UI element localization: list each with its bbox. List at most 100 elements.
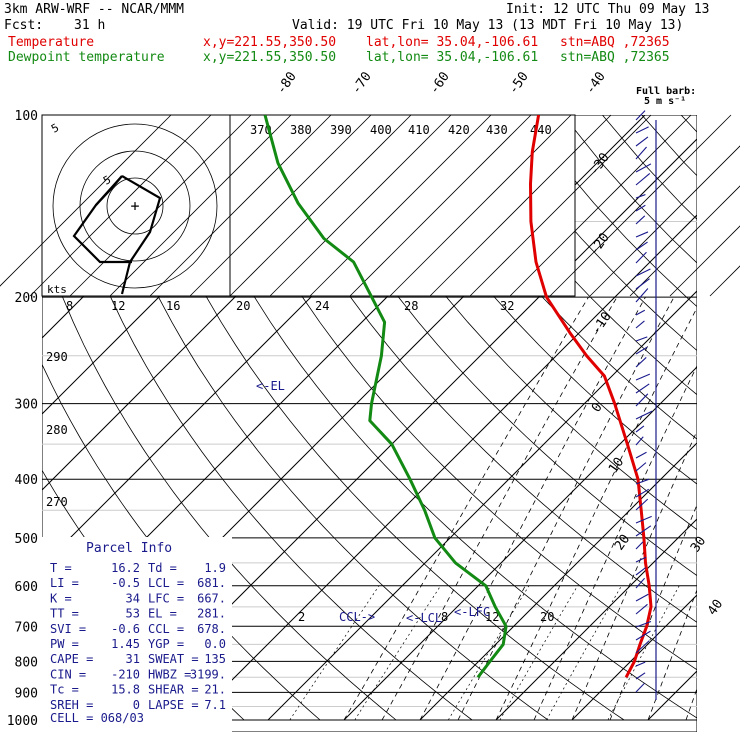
moist-adiabat [495,306,697,721]
pressure-label: 100 [15,109,38,124]
pressure-label: 300 [15,398,38,413]
dry-adiabat [405,115,697,440]
theta-e-skew-line [469,114,652,297]
cell-motion: CELL = 068/03 [50,711,144,725]
pressure-label: 500 [15,532,38,547]
hodograph: 370 380 390 400 410 420 430 440 8 12 16 20 24 28 32 kts… [0,114,740,313]
theta-e-tick: 420 [448,123,470,137]
mixing-ratio-label: 20 [540,610,554,624]
isotherm-label: 10 [606,455,627,476]
moist-adiabat [419,296,646,721]
theta-e-skew-line [0,114,172,287]
wind-barb [635,136,649,147]
parcel-info-cell: 678. [197,622,226,636]
dry-adiabat [365,115,697,485]
isotherm-label: -50 [506,69,532,97]
isotherm-label: -40 [583,69,609,97]
moist-adiabat [343,296,589,721]
parcel-info-cell: CIN = [50,667,86,681]
theta-e-skew-line [189,114,372,297]
theta-e-skew-line [109,114,292,297]
hodograph-ring [52,123,218,289]
parcel-info-cell: EL = [148,607,177,621]
theta-e-tick: 380 [290,123,312,137]
temperature-station: stn=ABQ ,72365 [560,35,670,50]
wind-barb [635,436,644,446]
parcel-info-cell: HWBZ = [148,667,191,681]
parcel-info-cell: -0.6 [111,622,140,636]
pressure-label: 600 [15,580,38,595]
parcel-el-marker: <-EL [256,379,285,393]
hodograph-axis-tick: 12 [111,299,125,313]
wind-barb [635,515,652,524]
parcel-info-cell: TT = [50,607,79,621]
mixing-ratio-line [289,585,380,721]
theta-e-skew-line [349,114,532,297]
parcel-info-cell: SVI = [50,622,86,636]
moist-adiabat [724,297,740,720]
dry-adiabat [169,115,697,719]
parcel-info-cell: CAPE = [50,652,93,666]
parcel-info-rows: T = 16.2 Td = 1.9 LI = -0.5 LCL = 681. K = 34 LFC … [50,561,226,712]
dry-adiabat [326,115,697,531]
wind-barb [635,672,646,680]
wind-barb [635,251,647,264]
theta-e-tick: 390 [330,123,352,137]
dry-adiabat [208,115,697,671]
dewpoint-latlon: lat,lon= 35.04,-106.61 [366,50,539,65]
pressure-label: 200 [15,291,38,306]
hodograph-axis-tick: 16 [166,299,180,313]
parcel-lfc-marker: <-LFC [454,605,490,619]
pressure-label: 800 [15,655,38,670]
wind-barb [635,498,649,511]
wind-barb [635,373,651,381]
wind-barb [635,268,651,277]
parcel-info-cell: 15.8 [111,683,140,697]
dry-adiabat [721,115,740,720]
isotherm-line [191,214,697,721]
parcel-info-cell: 7.1 [204,698,226,712]
model-title: 3km ARW-WRF -- NCAR/MMM [4,2,185,17]
hodograph-ring [106,177,164,235]
theta-e-skew-line [389,114,572,297]
parcel-info-cell: LI = [50,576,79,590]
isotherm-label: -70 [349,69,375,97]
dry-adiabat [50,115,473,721]
mixing-ratio-label: 12 [485,610,499,624]
wind-barb [635,288,649,303]
wind-barb [635,146,647,160]
parcel-info-cell: CCL = [148,622,184,636]
theta-e-tick: 430 [486,123,508,137]
barb-legend-line2: 5 m s⁻¹ [644,96,686,107]
wind-barb [635,451,647,459]
temperature-profile [529,115,653,678]
isotherm-label: -60 [427,69,453,97]
wind-barb [635,357,647,368]
dry-adiabat [562,115,697,264]
parcel-info-cell: 135 [204,652,226,666]
mixing-ratio-line [499,585,578,721]
moist-adiabat [381,296,618,721]
parcel-info-cell: SREH = [50,698,93,712]
wind-barb [635,336,648,342]
dewpoint-profile [263,115,508,679]
theta-e-tick: 410 [408,123,430,137]
parcel-info-cell: PW = [50,637,79,651]
parcel-info-cell: YGP = [148,637,184,651]
wind-barb [635,630,651,641]
dewpoint-location: x,y=221.55,350.50 [203,50,337,65]
theta-e-skew-line [429,114,612,297]
hodograph-axis-tick: 28 [404,299,418,313]
dewpoint-station: stn=ABQ ,72365 [560,50,670,65]
wind-barb [635,204,646,212]
dry-adiabat [680,115,697,133]
parcel-ccl-marker: CCL-> [339,610,375,624]
parcel-info-cell: 1.45 [111,637,140,651]
isotherm-label: 0 [589,400,606,415]
barb-legend-line1: Full barb: [636,86,696,97]
isotherm-line [647,670,697,721]
wind-barb [635,525,652,537]
theta-e-frame [229,114,576,297]
parcel-info-box: Parcel Info T = 16.2 Td = 1.9 LI = -0.5 LCL = 6… [42,537,232,732]
